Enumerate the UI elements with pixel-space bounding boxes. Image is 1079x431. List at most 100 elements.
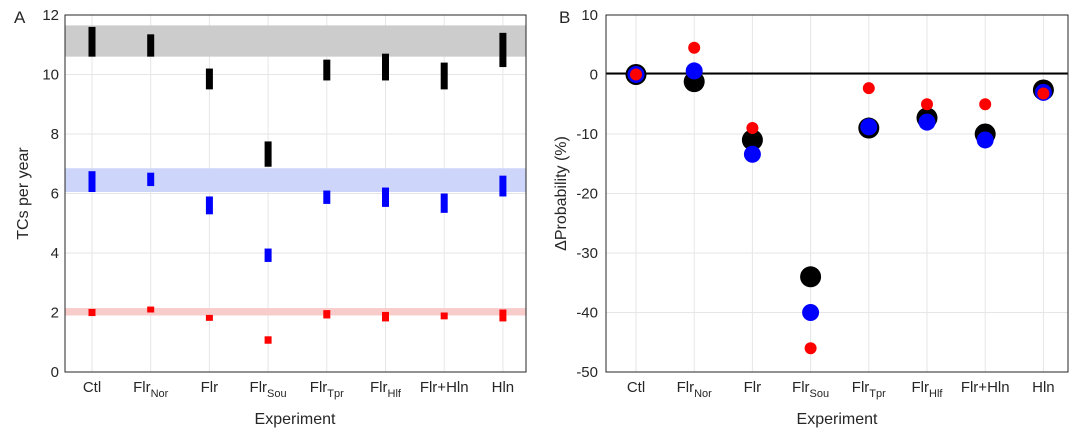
range-bar-red bbox=[147, 306, 155, 313]
x-tick-label: FlrTpr bbox=[852, 379, 886, 400]
x-tick-label: FlrHlf bbox=[912, 379, 944, 400]
y-tick-label: 6 bbox=[51, 186, 59, 203]
panel-b-x-tick-labels: Ctl FlrNor Flr FlrSou FlrTpr FlrHlf Flr+Hln Hln bbox=[627, 379, 1055, 400]
y-tick-label: 0 bbox=[51, 364, 59, 381]
x-tick-main: Flr+Hln bbox=[961, 379, 1010, 396]
range-bar-black bbox=[382, 53, 389, 81]
range-bar-red bbox=[264, 336, 272, 344]
y-tick-label: 10 bbox=[42, 67, 59, 84]
panel-a-x-tick-labels: Ctl FlrNor Flr FlrSou FlrTpr FlrHlf Flr+Hln Hln bbox=[83, 379, 514, 400]
x-tick-main: Flr bbox=[744, 379, 762, 396]
scatter-point-red bbox=[804, 342, 817, 355]
range-bar-blue bbox=[499, 175, 507, 197]
x-tick-main: Flr bbox=[912, 379, 930, 396]
scatter-point-blue bbox=[802, 304, 820, 321]
y-tick-label: 0 bbox=[590, 67, 598, 84]
x-tick-main: Flr bbox=[677, 379, 695, 396]
scatter-point-blue bbox=[860, 118, 878, 136]
range-bar-black bbox=[499, 32, 507, 68]
reference-band-red bbox=[65, 308, 526, 316]
x-tick-subscript: Hlf bbox=[388, 388, 402, 400]
x-tick-main: Ctl bbox=[627, 379, 645, 396]
range-bar-blue bbox=[440, 193, 448, 213]
panel-b: B 100-10-20-30-40-50 Ctl FlrNor Flr FlrSou F… bbox=[553, 7, 1069, 428]
x-tick-label: FlrHlf bbox=[370, 379, 402, 400]
x-tick-main: Flr bbox=[852, 379, 870, 396]
x-tick-subscript: Tpr bbox=[869, 388, 886, 400]
x-tick-main: Flr bbox=[201, 379, 219, 396]
range-bar-blue bbox=[205, 196, 213, 215]
panel-a-x-axis-label: Experiment bbox=[255, 411, 336, 428]
range-bar-blue bbox=[323, 190, 331, 204]
panel-a-y-tick-labels: 0 2 4 6 8 10 12 bbox=[42, 7, 59, 381]
scatter-point-blue bbox=[976, 131, 994, 149]
x-tick-label: Ctl bbox=[627, 379, 645, 396]
panel-a-frame bbox=[64, 14, 527, 373]
x-tick-main: Flr bbox=[310, 379, 328, 396]
x-tick-subscript: Tpr bbox=[327, 388, 344, 400]
y-tick-label: -30 bbox=[576, 245, 598, 262]
panel-b-label: B bbox=[559, 8, 570, 27]
x-tick-main: Flr+Hln bbox=[420, 379, 469, 396]
range-bar-red bbox=[88, 308, 96, 317]
x-tick-label: Flr bbox=[744, 379, 762, 396]
panel-b-y-tick-labels: 10 0 -10 -20 -30 -40 -50 bbox=[576, 7, 598, 381]
scatter-point-red bbox=[688, 41, 701, 54]
panel-a-grid bbox=[65, 14, 526, 373]
panel-b-marks bbox=[625, 41, 1054, 355]
range-bar-blue bbox=[88, 171, 96, 193]
x-tick-main: Flr bbox=[250, 379, 268, 396]
range-bar-black bbox=[88, 26, 96, 57]
range-bar-blue bbox=[382, 187, 389, 207]
scatter-point-red bbox=[746, 122, 759, 135]
x-tick-label: FlrNor bbox=[677, 379, 713, 400]
panel-a-y-axis-label: TCs per year bbox=[15, 147, 32, 240]
panel-a-marks bbox=[88, 26, 507, 344]
panel-b-y-axis-label: ΔProbability (%) bbox=[553, 136, 570, 251]
reference-band-blue bbox=[65, 168, 526, 193]
scatter-point-blue bbox=[743, 145, 761, 163]
x-tick-main: Flr bbox=[370, 379, 388, 396]
range-bar-red bbox=[499, 309, 507, 322]
panel-a-bands bbox=[65, 25, 526, 316]
x-tick-label: FlrTpr bbox=[310, 379, 344, 400]
y-tick-label: 12 bbox=[42, 7, 59, 24]
panel-b-frame bbox=[605, 14, 1069, 373]
scatter-point-black bbox=[741, 129, 763, 151]
panel-b-x-axis-label: Experiment bbox=[797, 411, 878, 428]
reference-band-black bbox=[65, 25, 526, 57]
range-bar-blue bbox=[264, 248, 272, 262]
y-tick-label: -40 bbox=[576, 305, 598, 322]
scatter-point-red bbox=[979, 98, 992, 111]
panel-b-grid bbox=[606, 14, 1068, 373]
range-bar-black bbox=[323, 59, 331, 81]
x-tick-label: FlrSou bbox=[792, 379, 829, 400]
x-tick-label: FlrSou bbox=[250, 379, 287, 400]
x-tick-subscript: Nor bbox=[694, 388, 712, 400]
range-bar-black bbox=[264, 141, 272, 167]
x-tick-label: Hln bbox=[1032, 379, 1055, 396]
x-tick-subscript: Sou bbox=[810, 388, 830, 400]
scatter-point-blue bbox=[685, 62, 703, 80]
range-bar-red bbox=[323, 310, 331, 319]
range-bar-black bbox=[440, 62, 448, 90]
scatter-point-red bbox=[921, 98, 933, 111]
x-tick-main: Hln bbox=[492, 379, 515, 396]
x-tick-label: Hln bbox=[492, 379, 515, 396]
x-tick-main: Flr bbox=[133, 379, 151, 396]
y-tick-label: 8 bbox=[51, 126, 59, 143]
x-tick-main: Hln bbox=[1032, 379, 1055, 396]
x-tick-main: Ctl bbox=[83, 379, 101, 396]
y-tick-label: 2 bbox=[51, 305, 59, 322]
x-tick-label: Flr bbox=[201, 379, 219, 396]
range-bar-red bbox=[382, 311, 389, 322]
x-tick-label: Ctl bbox=[83, 379, 101, 396]
y-tick-label: -20 bbox=[576, 186, 598, 203]
scatter-point-red bbox=[862, 82, 875, 95]
x-tick-label: FlrNor bbox=[133, 379, 169, 400]
x-tick-subscript: Hlf bbox=[929, 388, 943, 400]
y-tick-label: -10 bbox=[576, 126, 598, 143]
range-bar-blue bbox=[147, 172, 155, 187]
y-tick-label: 10 bbox=[581, 7, 598, 24]
